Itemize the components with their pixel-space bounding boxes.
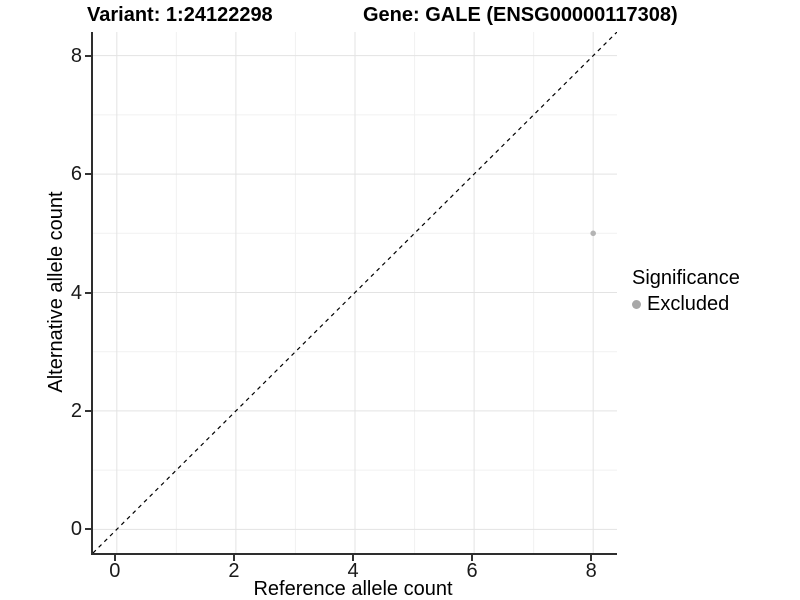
x-tick-mark [471, 555, 474, 561]
y-tick-mark [85, 173, 91, 176]
x-tick-label: 0 [109, 560, 121, 582]
data-point [590, 230, 596, 237]
y-axis-title: Alternative allele count [45, 191, 67, 393]
legend-item-excluded: Excluded [632, 292, 740, 316]
excluded-point-icon [632, 299, 641, 309]
y-tick-label: 6 [70, 163, 82, 186]
x-axis-title: Reference allele count [253, 578, 453, 600]
plot-title-gene: Gene: GALE (ENSG00000117308) [363, 4, 678, 26]
identity-dashed-line [93, 32, 617, 553]
y-tick-mark [85, 291, 91, 294]
plot-panel [91, 32, 617, 555]
y-tick-mark [85, 54, 91, 57]
x-tick-mark [590, 555, 593, 561]
x-tick-mark [113, 555, 116, 561]
x-tick-label: 2 [228, 560, 240, 582]
x-tick-mark [352, 555, 354, 561]
legend: Significance Excluded [632, 266, 740, 316]
x-tick-mark [232, 555, 235, 561]
y-tick-label: 4 [70, 281, 82, 304]
x-tick-label: 4 [347, 560, 359, 582]
legend-title: Significance [632, 267, 740, 289]
x-tick-label: 6 [466, 560, 478, 582]
y-tick-mark [85, 409, 91, 412]
y-tick-label: 0 [70, 518, 82, 541]
y-tick-label: 2 [70, 399, 82, 422]
y-tick-mark [85, 528, 91, 531]
y-tick-label: 8 [70, 44, 82, 67]
legend-item-label: Excluded [647, 293, 730, 315]
plot-area-svg [93, 32, 617, 553]
plot-title-variant: Variant: 1:24122298 [87, 4, 273, 26]
x-tick-label: 8 [585, 560, 597, 582]
